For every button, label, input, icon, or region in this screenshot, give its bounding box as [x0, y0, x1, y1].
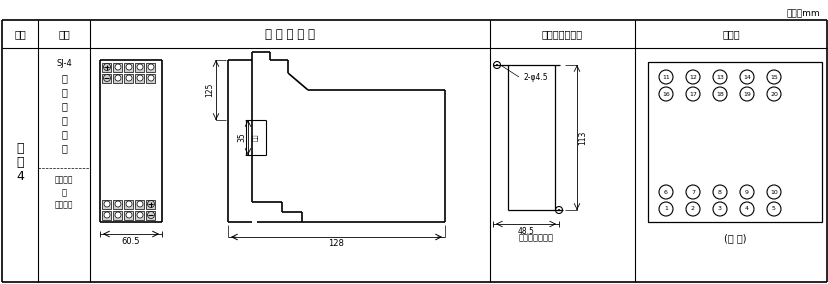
Circle shape: [126, 75, 132, 81]
Text: 图号: 图号: [14, 29, 26, 39]
Bar: [103, 62, 111, 72]
Text: 1: 1: [663, 206, 667, 212]
Bar: [147, 210, 156, 220]
Circle shape: [115, 64, 121, 70]
Text: 螺钉安装开孔图: 螺钉安装开孔图: [518, 233, 553, 243]
Text: 35: 35: [237, 133, 246, 142]
Circle shape: [147, 212, 154, 218]
Bar: [135, 210, 144, 220]
Text: 接: 接: [61, 129, 67, 139]
Text: 单位：mm: 单位：mm: [786, 9, 819, 18]
Circle shape: [115, 212, 121, 218]
Text: 8: 8: [717, 189, 721, 195]
Text: 线: 线: [61, 143, 67, 153]
Text: 螺钉安装: 螺钉安装: [55, 201, 73, 210]
Circle shape: [148, 75, 154, 81]
Circle shape: [148, 64, 154, 70]
Text: 15: 15: [769, 74, 777, 80]
Circle shape: [137, 75, 142, 81]
Text: 5: 5: [771, 206, 775, 212]
Circle shape: [126, 212, 132, 218]
Text: SJ-4: SJ-4: [56, 59, 72, 68]
Bar: [147, 62, 156, 72]
Bar: [103, 210, 111, 220]
Circle shape: [126, 64, 132, 70]
Text: 卡槽: 卡槽: [253, 134, 258, 141]
Bar: [124, 74, 133, 82]
Text: 14: 14: [742, 74, 750, 80]
Text: 18: 18: [715, 91, 723, 97]
Circle shape: [115, 75, 121, 81]
Text: 2-φ4.5: 2-φ4.5: [523, 72, 548, 82]
Circle shape: [104, 212, 110, 218]
Text: 16: 16: [662, 91, 669, 97]
Bar: [113, 62, 123, 72]
Text: 2: 2: [691, 206, 694, 212]
Text: 20: 20: [769, 91, 777, 97]
Text: 卡轨安装: 卡轨安装: [55, 176, 73, 185]
Text: 6: 6: [663, 189, 667, 195]
Bar: [113, 199, 123, 208]
Text: 外 形 尺 寸 图: 外 形 尺 寸 图: [265, 28, 315, 41]
Text: 9: 9: [744, 189, 748, 195]
Bar: [647, 62, 821, 222]
Circle shape: [104, 74, 110, 82]
Bar: [135, 199, 144, 208]
Text: 12: 12: [688, 74, 696, 80]
Bar: [124, 210, 133, 220]
Bar: [135, 62, 144, 72]
Text: 4: 4: [744, 206, 748, 212]
Text: 图: 图: [17, 156, 24, 168]
Text: 4: 4: [16, 170, 24, 183]
Text: 13: 13: [715, 74, 723, 80]
Bar: [113, 210, 123, 220]
Bar: [103, 74, 111, 82]
Circle shape: [137, 64, 142, 70]
Text: 7: 7: [691, 189, 694, 195]
Circle shape: [104, 64, 110, 70]
Text: (正 视): (正 视): [723, 233, 745, 243]
Bar: [103, 199, 111, 208]
Text: 10: 10: [769, 189, 777, 195]
Bar: [113, 74, 123, 82]
Text: 60.5: 60.5: [122, 237, 140, 245]
Bar: [124, 62, 133, 72]
Text: 113: 113: [578, 130, 587, 145]
Circle shape: [126, 201, 132, 207]
Text: 安装开孔尺寸图: 安装开孔尺寸图: [542, 29, 582, 39]
Text: 19: 19: [742, 91, 750, 97]
Circle shape: [557, 209, 560, 211]
Text: 17: 17: [688, 91, 696, 97]
Text: 式: 式: [61, 101, 67, 111]
Text: 附: 附: [17, 141, 24, 154]
Text: 凸: 凸: [61, 73, 67, 83]
Text: 128: 128: [328, 239, 344, 248]
Text: 48.5: 48.5: [517, 227, 534, 235]
Circle shape: [147, 201, 154, 208]
Bar: [124, 199, 133, 208]
Text: 11: 11: [662, 74, 669, 80]
Text: 出: 出: [61, 87, 67, 97]
Circle shape: [137, 201, 142, 207]
Circle shape: [115, 201, 121, 207]
Bar: [147, 199, 156, 208]
Text: 前: 前: [61, 115, 67, 125]
Bar: [147, 74, 156, 82]
Circle shape: [104, 201, 110, 207]
Text: 或: 或: [61, 189, 66, 197]
Text: 结构: 结构: [58, 29, 70, 39]
Bar: [135, 74, 144, 82]
Text: 3: 3: [717, 206, 721, 212]
Text: 端子图: 端子图: [721, 29, 739, 39]
Circle shape: [495, 64, 498, 66]
Circle shape: [137, 212, 142, 218]
Text: 125: 125: [205, 83, 214, 97]
